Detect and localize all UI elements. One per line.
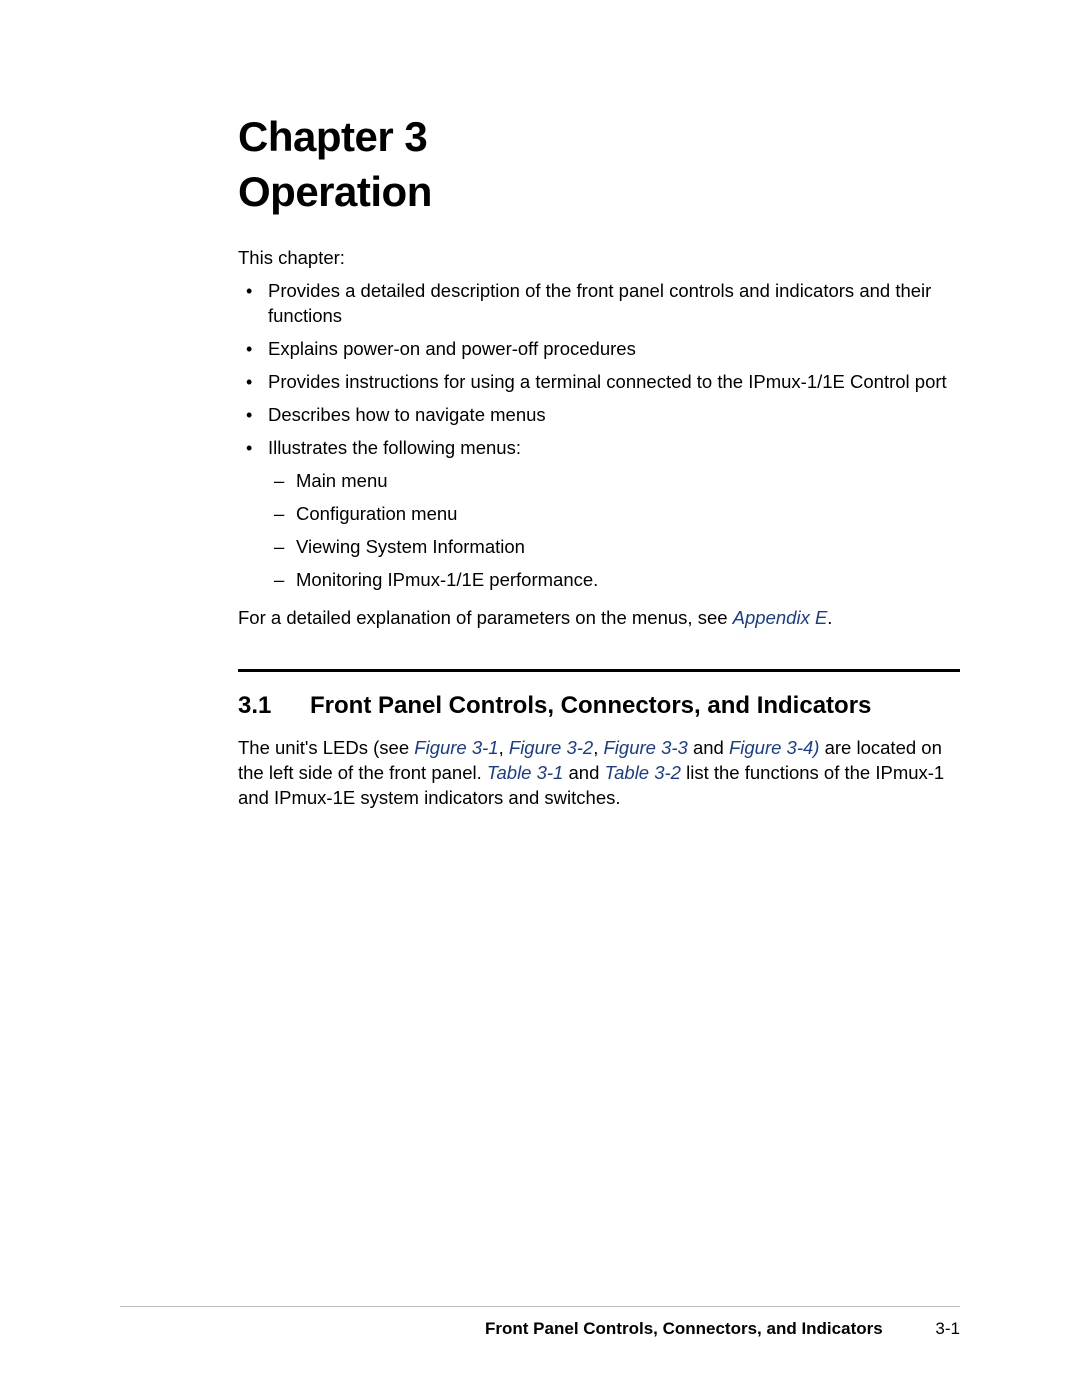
closing-sentence: For a detailed explanation of parameters… (238, 607, 960, 629)
figure-link[interactable]: Figure 3-3 (604, 737, 688, 758)
figure-link[interactable]: Figure 3-1 (414, 737, 498, 758)
page-content: Chapter 3 Operation This chapter: Provid… (0, 0, 1080, 811)
list-item: Illustrates the following menus: Main me… (268, 436, 960, 593)
section-divider (238, 669, 960, 672)
chapter-heading: Chapter 3 Operation (238, 110, 960, 219)
list-item: Main menu (296, 469, 960, 494)
section-number: 3.1 (238, 692, 310, 720)
list-item: Provides a detailed description of the f… (268, 279, 960, 329)
appendix-link[interactable]: Appendix E (733, 607, 828, 628)
table-link[interactable]: Table 3-2 (605, 762, 681, 783)
footer-line: Front Panel Controls, Connectors, and In… (120, 1319, 960, 1339)
list-item: Monitoring IPmux-1/1E performance. (296, 568, 960, 593)
body-text: The unit's LEDs (see (238, 737, 414, 758)
footer-rule (120, 1306, 960, 1307)
list-item: Viewing System Information (296, 535, 960, 560)
list-item: Provides instructions for using a termin… (268, 370, 960, 395)
page-footer: Front Panel Controls, Connectors, and In… (120, 1306, 960, 1339)
figure-link[interactable]: Figure 3-4) (729, 737, 819, 758)
footer-page-number: 3-1 (935, 1319, 960, 1339)
closing-pre: For a detailed explanation of parameters… (238, 607, 733, 628)
body-text: and (688, 737, 729, 758)
section-body: The unit's LEDs (see Figure 3-1, Figure … (238, 736, 960, 811)
chapter-title: Operation (238, 168, 432, 215)
list-item: Explains power-on and power-off procedur… (268, 337, 960, 362)
closing-post: . (827, 607, 832, 628)
list-item-text: Illustrates the following menus: (268, 437, 521, 458)
intro-text: This chapter: (238, 247, 960, 269)
chapter-number: Chapter 3 (238, 113, 427, 160)
overview-list: Provides a detailed description of the f… (238, 279, 960, 593)
footer-section-title: Front Panel Controls, Connectors, and In… (485, 1319, 883, 1338)
section-heading: 3.1Front Panel Controls, Connectors, and… (238, 692, 960, 720)
figure-link[interactable]: Figure 3-2 (509, 737, 593, 758)
table-link[interactable]: Table 3-1 (487, 762, 563, 783)
body-text: , (593, 737, 603, 758)
sub-list: Main menu Configuration menu Viewing Sys… (268, 469, 960, 593)
section-title: Front Panel Controls, Connectors, and In… (310, 692, 871, 719)
list-item: Describes how to navigate menus (268, 403, 960, 428)
body-text: and (563, 762, 604, 783)
list-item: Configuration menu (296, 502, 960, 527)
body-text: , (499, 737, 509, 758)
